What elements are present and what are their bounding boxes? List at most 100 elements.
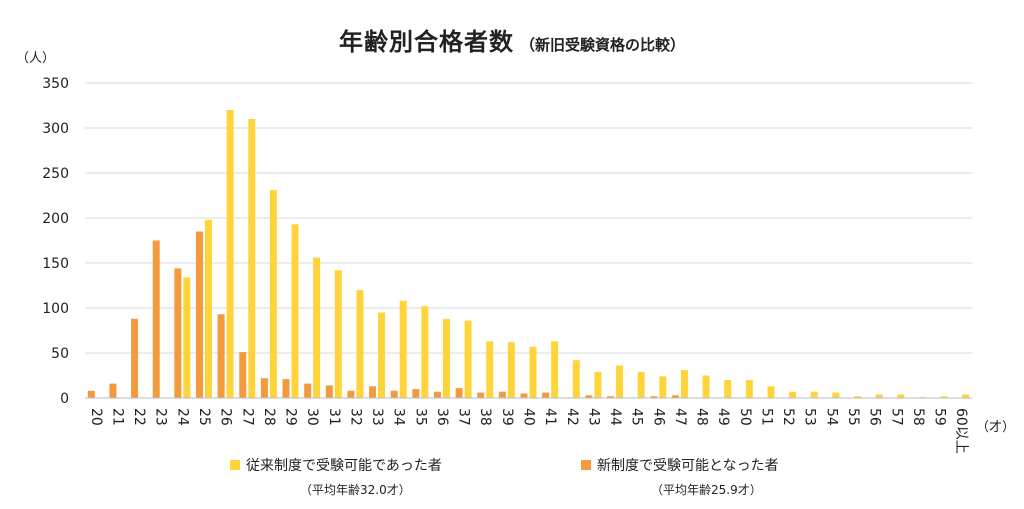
bar-conventional-55 <box>854 396 862 398</box>
bar-new-34 <box>390 390 398 398</box>
y-tick-label: 300 <box>42 121 69 137</box>
x-tick-label: 59 <box>932 408 948 426</box>
bar-new-30 <box>304 383 312 398</box>
y-axis-ticks: 0 50 100 150 200 250 300 350 <box>42 76 69 407</box>
bar-conventional-32 <box>356 290 364 398</box>
legend-note-conventional: （平均年齢32.0才） <box>300 483 411 497</box>
bar-conventional-47 <box>680 370 688 398</box>
bar-new-44 <box>607 396 615 398</box>
x-tick-label: 49 <box>715 408 731 426</box>
x-tick-label: 38 <box>477 408 493 426</box>
bar-conventional-48 <box>702 375 710 398</box>
y-tick-label: 250 <box>42 166 69 182</box>
bar-conventional-54 <box>832 392 840 398</box>
bar-conventional-39 <box>507 342 515 398</box>
bar-conventional-45 <box>637 371 645 398</box>
bar-new-27 <box>239 352 247 398</box>
bar-new-28 <box>260 378 268 398</box>
x-tick-label: 60以上 <box>953 408 969 454</box>
bar-conventional-59 <box>940 396 948 398</box>
x-axis-ticks: 20 21 22 23 24 25 26 27 28 29 30 31 32 33 34 35 36 37 38 39… <box>88 408 969 454</box>
bar-new-23 <box>152 240 160 398</box>
y-tick-label: 150 <box>42 256 69 272</box>
x-tick-label: 35 <box>412 408 428 426</box>
bar-conventional-46 <box>659 376 667 398</box>
chart-title-block: 年齢別合格者数 （新旧受験資格の比較） <box>0 22 1024 57</box>
bar-new-39 <box>498 391 506 398</box>
x-tick-label: 32 <box>347 408 363 426</box>
bar-conventional-52 <box>789 391 797 398</box>
x-tick-label: 58 <box>910 408 926 426</box>
x-tick-label: 54 <box>823 408 839 426</box>
bar-new-31 <box>325 385 333 398</box>
x-tick-label: 33 <box>369 408 385 426</box>
x-axis-label: （才） <box>976 420 1015 435</box>
x-tick-label: 27 <box>239 408 255 426</box>
x-tick-label: 31 <box>326 408 342 426</box>
bar-conventional-38 <box>486 341 494 398</box>
x-tick-label: 52 <box>780 408 796 426</box>
bar-conventional-56 <box>875 394 883 398</box>
bar-conventional-57 <box>897 394 905 398</box>
y-tick-label: 100 <box>42 301 69 317</box>
bar-new-41 <box>542 392 550 398</box>
legend-swatch-conventional <box>230 460 240 470</box>
bar-conventional-42 <box>572 360 580 398</box>
legend-note-new: （平均年齢25.9才） <box>651 483 762 497</box>
bar-conventional-53 <box>810 391 818 398</box>
chart-subtitle: （新旧受験資格の比較） <box>519 36 685 54</box>
gridlines <box>85 82 972 354</box>
x-tick-label: 46 <box>650 408 666 426</box>
bar-conventional-27 <box>248 119 256 398</box>
legend-item-conventional: 従来制度で受験可能であった者 （平均年齢32.0才） <box>230 455 442 498</box>
x-tick-label: 25 <box>196 408 212 426</box>
bar-new-47 <box>671 395 679 398</box>
bar-new-36 <box>433 391 441 398</box>
legend-swatch-new <box>581 460 591 470</box>
bar-new-20 <box>87 390 95 398</box>
x-tick-label: 37 <box>456 408 472 426</box>
x-tick-label: 40 <box>521 408 537 426</box>
bar-conventional-51 <box>767 386 775 398</box>
bar-conventional-44 <box>616 365 624 398</box>
bar-new-46 <box>650 396 658 398</box>
x-tick-label: 42 <box>564 408 580 426</box>
bar-new-21 <box>109 383 117 398</box>
x-tick-label: 28 <box>261 408 277 426</box>
bar-new-37 <box>455 388 463 398</box>
bar-new-29 <box>282 379 290 398</box>
x-tick-label: 45 <box>629 408 645 426</box>
legend-item-new: 新制度で受験可能となった者 （平均年齢25.9才） <box>581 455 779 498</box>
legend-label-conventional: 従来制度で受験可能であった者 <box>246 458 442 474</box>
bar-conventional-35 <box>421 306 429 398</box>
x-tick-label: 56 <box>867 408 883 426</box>
bar-new-25 <box>195 231 203 398</box>
bar-conventional-33 <box>378 312 386 398</box>
x-tick-label: 24 <box>174 408 190 426</box>
bar-new-43 <box>585 395 593 398</box>
x-tick-label: 22 <box>131 408 147 426</box>
bar-conventional-49 <box>724 380 732 398</box>
x-tick-label: 48 <box>694 408 710 426</box>
x-tick-label: 39 <box>499 408 515 426</box>
x-tick-label: 34 <box>391 408 407 426</box>
x-tick-label: 53 <box>802 408 818 426</box>
chart-title: 年齢別合格者数 <box>338 28 514 56</box>
x-tick-label: 21 <box>109 408 125 426</box>
bar-new-26 <box>217 314 225 398</box>
y-tick-label: 200 <box>42 211 69 227</box>
bar-new-32 <box>347 390 355 398</box>
bar-conventional-40 <box>529 346 537 398</box>
bar-conventional-41 <box>551 341 559 398</box>
x-tick-label: 44 <box>607 408 623 426</box>
x-tick-label: 50 <box>737 408 753 426</box>
bar-conventional-26 <box>226 110 234 398</box>
bar-new-22 <box>131 318 139 398</box>
bar-conventional-34 <box>399 300 407 398</box>
y-tick-label: 350 <box>42 76 69 92</box>
bar-conventional-43 <box>594 371 602 398</box>
bar-conventional-36 <box>442 318 450 398</box>
bar-conventional-25 <box>204 219 212 398</box>
bar-conventional-29 <box>291 224 299 398</box>
